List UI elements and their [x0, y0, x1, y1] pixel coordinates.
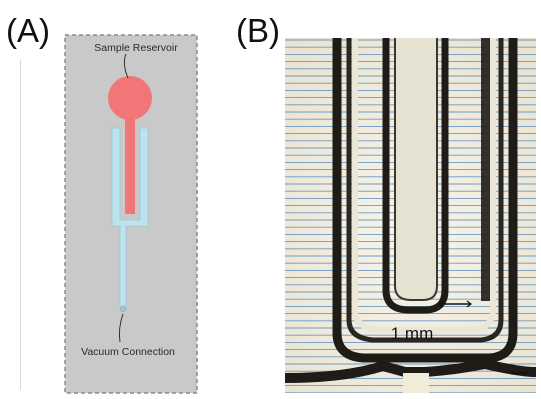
outlet-opening	[403, 373, 429, 393]
reservoir-leader-line	[123, 53, 129, 79]
vacuum-channel	[111, 127, 149, 307]
reservoir-label: Sample Reservoir	[94, 42, 178, 54]
micrograph-svg: 1 mm	[285, 38, 536, 393]
vacuum-leader-line	[118, 313, 124, 343]
scale-bar-arrow-right	[466, 300, 472, 308]
inner-u-channel-wall	[382, 38, 449, 314]
scale-bar-arrow-left	[438, 300, 444, 308]
outer-channel-wall	[332, 38, 518, 363]
scale-bar-label: 1 mm	[391, 324, 434, 343]
sample-reservoir	[108, 76, 152, 120]
left-margin-line	[20, 60, 21, 390]
vacuum-connection-label: Vacuum Connection	[81, 346, 175, 358]
panel-b-label: (B)	[236, 12, 280, 49]
right-vertical-wall	[481, 38, 490, 301]
vacuum-port	[120, 306, 126, 312]
panel-b-micrograph: 1 mm	[285, 38, 536, 393]
second-channel-wall	[346, 38, 504, 343]
inner-u-channel-lumen	[394, 38, 438, 301]
panel-a-label: (A)	[6, 12, 50, 49]
panel-a-chip-schematic: Sample Reservoir Vacuum Connection	[64, 34, 198, 394]
bottom-outlet-wall	[285, 358, 536, 383]
channel-lumen	[352, 38, 496, 333]
chip-schematic-svg: Sample Reservoir Vacuum Connection	[64, 34, 198, 394]
sample-channel	[125, 110, 135, 214]
